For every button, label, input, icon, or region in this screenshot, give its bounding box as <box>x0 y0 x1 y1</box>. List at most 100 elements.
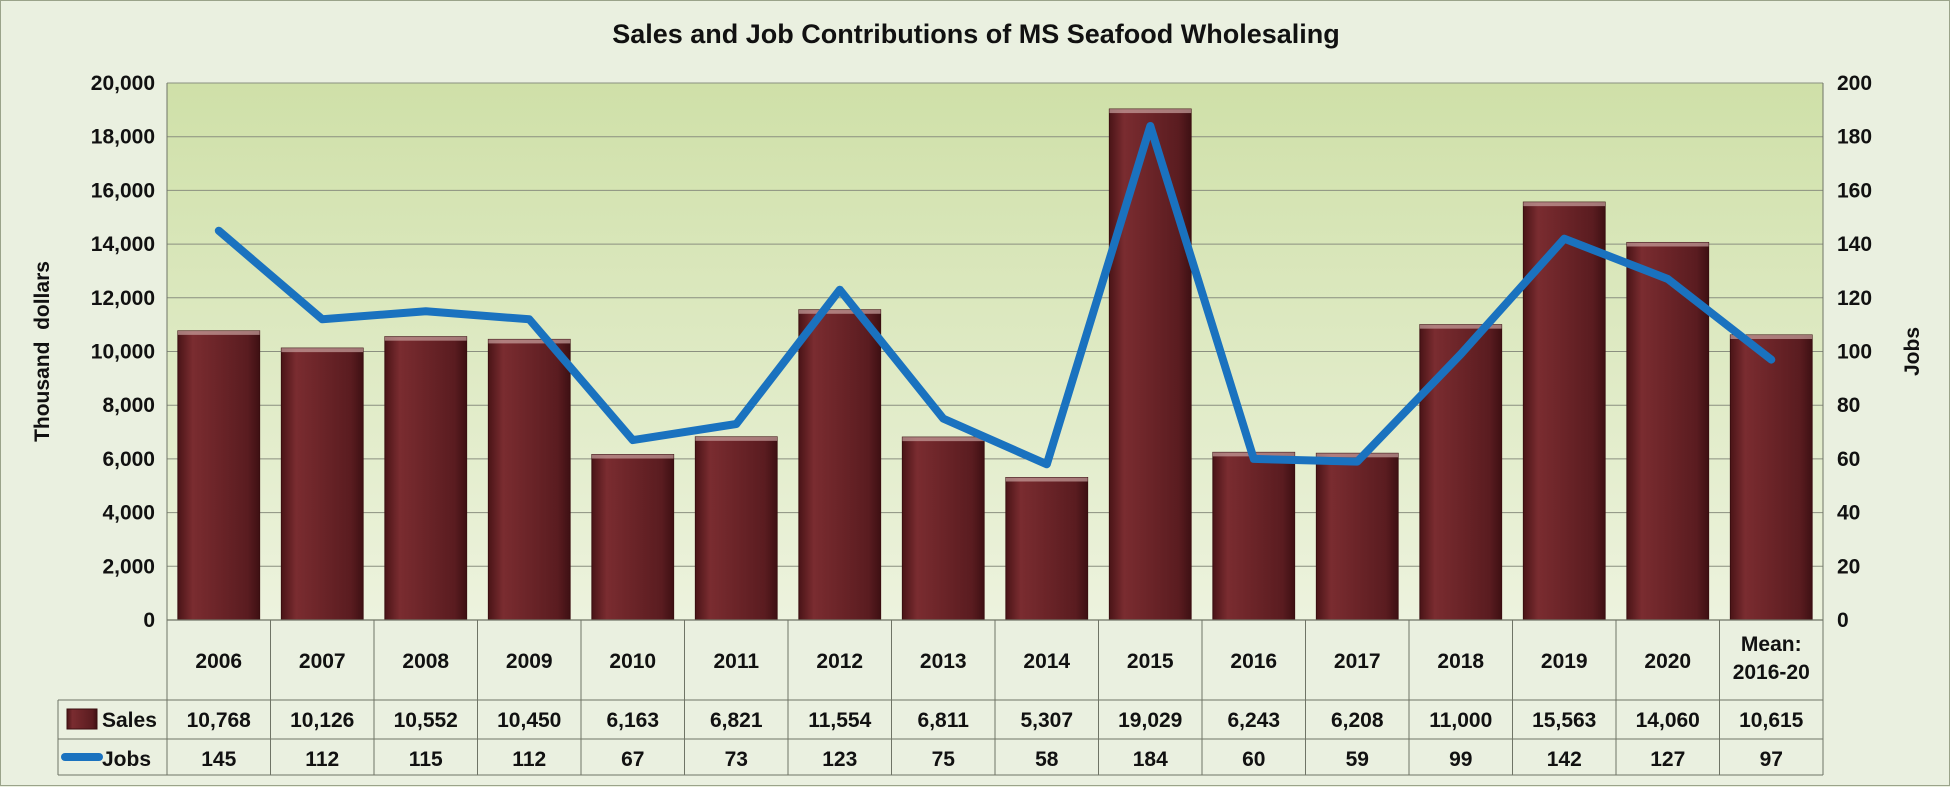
category-label: 2017 <box>1334 650 1381 673</box>
sales-bar <box>1626 241 1710 621</box>
y-tick-label: 6,000 <box>102 448 155 471</box>
sales-bar-top-highlight <box>902 437 985 442</box>
y2-tick-label: 180 <box>1837 126 1872 149</box>
sales-bar <box>487 338 571 621</box>
sales-bar-top-highlight <box>1523 202 1606 207</box>
category-label: 2006 <box>195 650 242 673</box>
y-tick-label: 0 <box>143 609 155 632</box>
sales-bar-top-highlight <box>695 436 778 441</box>
category-label: 2015 <box>1127 650 1174 673</box>
y2-axis-title: Jobs <box>1901 327 1924 376</box>
jobs-value-cell: 112 <box>305 748 339 771</box>
sales-value-cell: 6,821 <box>710 709 763 732</box>
jobs-value-cell: 99 <box>1449 748 1472 771</box>
category-label: 2009 <box>506 650 553 673</box>
category-label: Mean: 2016-20 <box>1733 633 1810 684</box>
jobs-value-cell: 75 <box>932 748 956 771</box>
jobs-value-cell: 67 <box>621 748 644 771</box>
category-label: 2008 <box>402 650 449 673</box>
sales-bar <box>798 309 882 621</box>
sales-value-cell: 10,615 <box>1739 709 1804 732</box>
sales-bar-top-highlight <box>1626 242 1709 247</box>
y2-tick-label: 120 <box>1837 287 1872 310</box>
sales-bar-top-highlight <box>177 330 260 335</box>
y-axis-title: Thousand dollars <box>31 261 54 442</box>
sales-value-cell: 11,000 <box>1429 709 1492 732</box>
jobs-value-cell: 97 <box>1760 748 1783 771</box>
category-label: 2019 <box>1541 650 1588 673</box>
jobs-value-cell: 145 <box>201 748 236 771</box>
y-tick-label: 2,000 <box>102 555 155 578</box>
sales-bar <box>1315 452 1399 621</box>
y2-tick-label: 20 <box>1837 555 1860 578</box>
sales-value-cell: 19,029 <box>1118 709 1182 732</box>
sales-bar <box>1729 334 1813 621</box>
jobs-value-cell: 73 <box>725 748 748 771</box>
category-label: 2016 <box>1230 650 1277 673</box>
sales-bar <box>280 347 364 621</box>
y-tick-label: 16,000 <box>91 179 155 202</box>
jobs-value-cell: 127 <box>1650 748 1685 771</box>
sales-bar <box>1212 451 1296 621</box>
y2-tick-label: 60 <box>1837 448 1860 471</box>
jobs-value-cell: 142 <box>1547 748 1582 771</box>
y-tick-label: 14,000 <box>91 233 155 256</box>
sales-value-cell: 10,126 <box>290 709 354 732</box>
sales-bar-top-highlight <box>281 348 364 353</box>
y-tick-label: 8,000 <box>102 394 155 417</box>
sales-value-cell: 5,307 <box>1020 709 1073 732</box>
y2-tick-label: 140 <box>1837 233 1872 256</box>
sales-value-cell: 10,768 <box>187 709 252 732</box>
y2-tick-label: 100 <box>1837 341 1872 364</box>
jobs-value-cell: 60 <box>1242 748 1265 771</box>
jobs-value-cell: 58 <box>1035 748 1059 771</box>
sales-legend-label: Sales <box>102 709 157 732</box>
sales-bar-top-highlight <box>1316 453 1399 458</box>
sales-bar-top-highlight <box>384 336 467 341</box>
sales-bar-top-highlight <box>1109 109 1192 114</box>
jobs-value-cell: 59 <box>1346 748 1369 771</box>
sales-bar <box>384 336 468 621</box>
sales-bar-top-highlight <box>798 309 881 314</box>
category-label: 2013 <box>920 650 967 673</box>
category-label: 2011 <box>713 650 759 673</box>
sales-value-cell: 11,554 <box>808 709 871 732</box>
sales-bar <box>591 454 675 621</box>
sales-bar-top-highlight <box>1005 477 1088 482</box>
sales-value-cell: 15,563 <box>1532 709 1596 732</box>
sales-bar-top-highlight <box>591 454 674 459</box>
y2-tick-label: 200 <box>1837 72 1872 95</box>
category-label: 2010 <box>609 650 656 673</box>
sales-value-cell: 6,811 <box>918 709 970 732</box>
y2-tick-label: 40 <box>1837 502 1860 525</box>
sales-value-cell: 14,060 <box>1636 709 1700 732</box>
category-label: 2018 <box>1437 650 1484 673</box>
y-tick-label: 10,000 <box>91 341 155 364</box>
category-label: 2014 <box>1023 650 1070 673</box>
sales-bar <box>177 330 261 621</box>
sales-bar <box>1005 477 1089 621</box>
y-tick-label: 12,000 <box>91 287 155 310</box>
sales-bar <box>1419 324 1503 621</box>
y-tick-label: 20,000 <box>91 72 155 95</box>
jobs-value-cell: 115 <box>409 748 443 771</box>
jobs-line <box>214 122 1776 469</box>
sales-value-cell: 10,552 <box>394 709 458 732</box>
category-label: 2007 <box>299 650 346 673</box>
sales-value-cell: 6,163 <box>606 709 659 732</box>
jobs-value-cell: 184 <box>1133 748 1168 771</box>
y-tick-label: 18,000 <box>91 126 155 149</box>
category-label: 2020 <box>1644 650 1691 673</box>
sales-bar-top-highlight <box>1730 334 1813 339</box>
sales-value-cell: 10,450 <box>497 709 561 732</box>
sales-bar <box>1522 201 1606 621</box>
chart-title: Sales and Job Contributions of MS Seafoo… <box>612 19 1340 49</box>
sales-legend-swatch <box>66 708 98 730</box>
jobs-legend-label: Jobs <box>102 748 151 771</box>
y2-tick-label: 0 <box>1837 609 1849 632</box>
sales-value-cell: 6,208 <box>1331 709 1384 732</box>
sales-value-cell: 6,243 <box>1227 709 1280 732</box>
sales-bar-top-highlight <box>1419 324 1502 329</box>
y-tick-label: 4,000 <box>102 502 155 525</box>
